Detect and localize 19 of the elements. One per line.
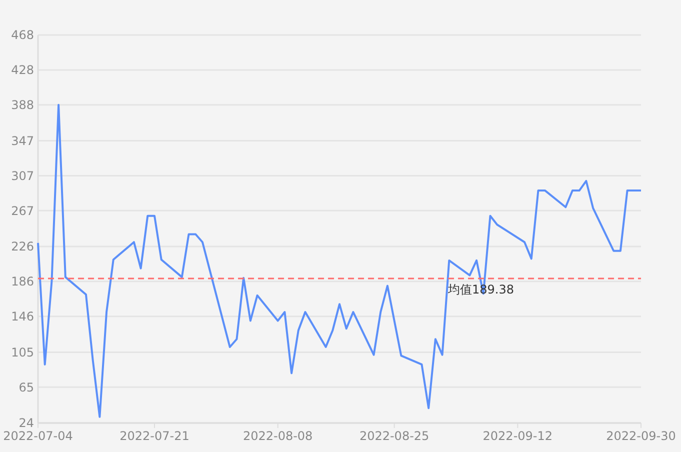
y-tick-label: 307: [11, 168, 34, 183]
y-tick-label: 65: [18, 380, 34, 394]
y-tick-label: 428: [11, 63, 34, 78]
line-series: [37, 104, 642, 418]
y-tick-label: 105: [11, 345, 34, 360]
x-tick-label: 2022-07-04: [3, 429, 73, 443]
y-tick-label: 24: [18, 416, 34, 430]
y-tick-label: 267: [11, 204, 34, 218]
y-tick-label: 388: [11, 98, 34, 112]
y-tick-label: 226: [11, 240, 34, 254]
y-tick-label: 186: [11, 274, 34, 289]
x-tick-label: 2022-09-30: [606, 429, 676, 443]
y-tick-label: 347: [11, 134, 34, 148]
y-tick-label: 468: [11, 28, 34, 42]
x-tick-label: 2022-09-12: [482, 429, 553, 443]
y-tick-label: 146: [11, 310, 34, 324]
x-tick-label: 2022-08-25: [359, 429, 430, 443]
x-tick-label: 2022-07-21: [120, 429, 190, 443]
x-tick-label: 2022-08-08: [242, 429, 313, 443]
